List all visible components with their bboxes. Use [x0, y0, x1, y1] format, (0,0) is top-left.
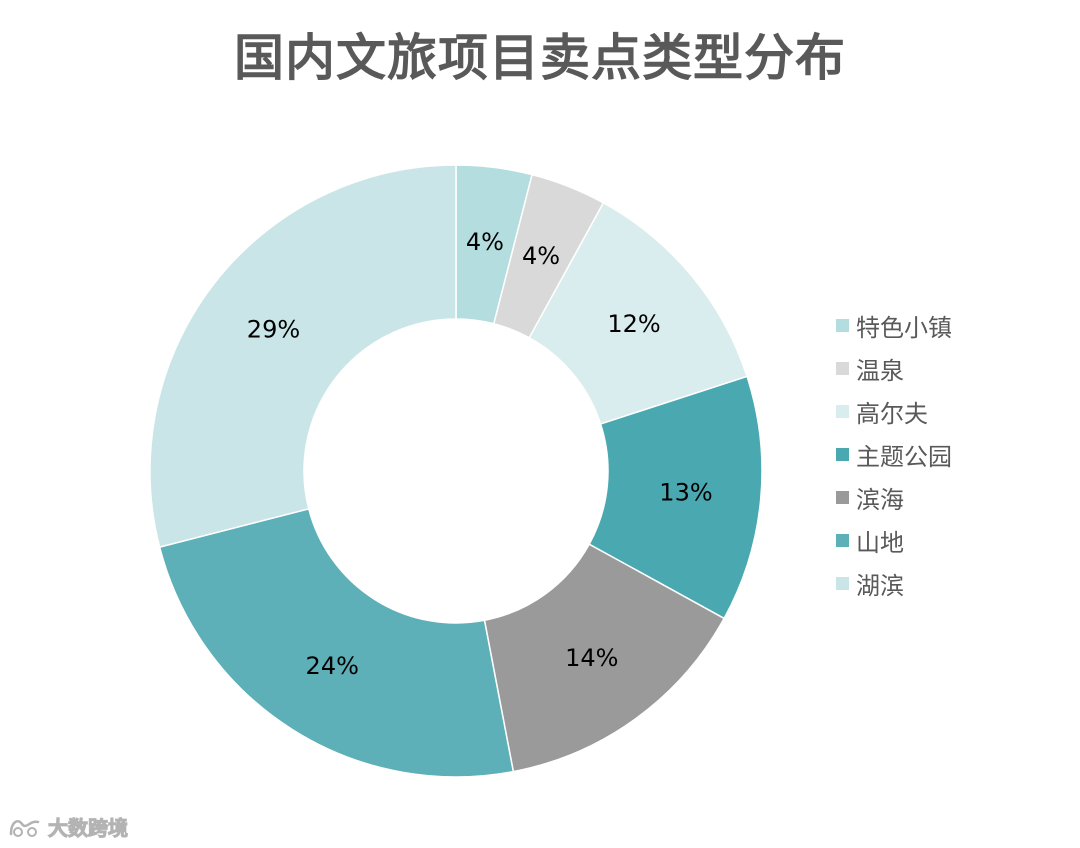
slice-data-label: 4% [466, 228, 504, 256]
legend-label: 温泉 [856, 357, 904, 385]
donut-slice-4 [588, 375, 763, 620]
watermark: 大数跨境 [8, 812, 129, 841]
watermark-logo-icon [9, 819, 40, 837]
legend-label: 特色小镇 [856, 314, 952, 342]
legend-swatch [836, 362, 849, 375]
legend-item: 特色小镇 [836, 304, 1036, 347]
slice-data-label: 29% [247, 315, 300, 343]
slice-data-label: 13% [659, 479, 712, 507]
slice-data-label: 12% [607, 310, 660, 338]
legend-label: 高尔夫 [856, 400, 928, 428]
donut-slice-7 [149, 164, 457, 549]
slice-labels: 4% 4% 12% 13% 14% 24% 29% [247, 228, 713, 680]
legend-item: 温泉 [836, 347, 1036, 390]
slice-data-label: 4% [522, 242, 560, 270]
slice-data-label: 14% [565, 644, 618, 672]
chart-title: 国内文旅项目卖点类型分布 [234, 29, 846, 87]
legend-item: 湖滨 [836, 562, 1036, 605]
legend-label: 山地 [856, 529, 904, 557]
legend-item: 主题公园 [836, 433, 1036, 476]
legend-item: 滨海 [836, 476, 1036, 519]
legend-label: 主题公园 [856, 443, 952, 471]
watermark-text: 大数跨境 [48, 816, 129, 841]
legend-swatch [836, 491, 849, 504]
legend-swatch [836, 577, 849, 590]
donut-slice-5 [483, 543, 726, 773]
legend-swatch [836, 448, 849, 461]
legend-label: 滨海 [856, 486, 904, 514]
legend-swatch [836, 534, 849, 547]
legend-label: 湖滨 [856, 572, 904, 600]
legend-item: 山地 [836, 519, 1036, 562]
donut-slices [149, 164, 763, 778]
legend-swatch [836, 319, 849, 332]
legend-swatch [836, 405, 849, 418]
legend-item: 高尔夫 [836, 390, 1036, 433]
donut-slice-6 [158, 507, 515, 778]
chart-legend: 特色小镇温泉高尔夫主题公园滨海山地湖滨 [836, 304, 1036, 605]
slice-data-label: 24% [306, 652, 359, 680]
